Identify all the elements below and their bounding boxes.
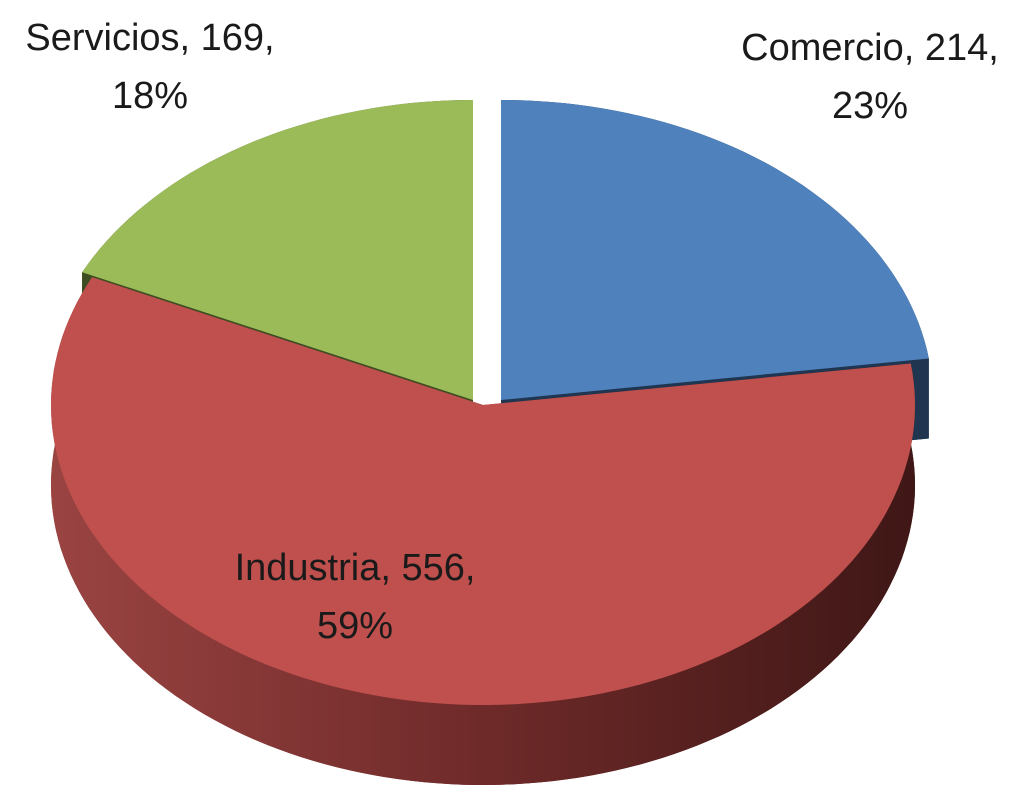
data-label: 59% — [317, 605, 393, 647]
pie-tops — [51, 100, 929, 705]
data-label: 18% — [112, 75, 188, 117]
data-label: 23% — [832, 85, 908, 127]
slice — [51, 277, 915, 705]
data-label: Comercio, 214, — [741, 27, 999, 69]
slice — [501, 100, 929, 400]
data-label: Servicios, 169, — [25, 17, 274, 59]
data-label: Industria, 556, — [235, 547, 476, 589]
slice — [82, 100, 473, 400]
